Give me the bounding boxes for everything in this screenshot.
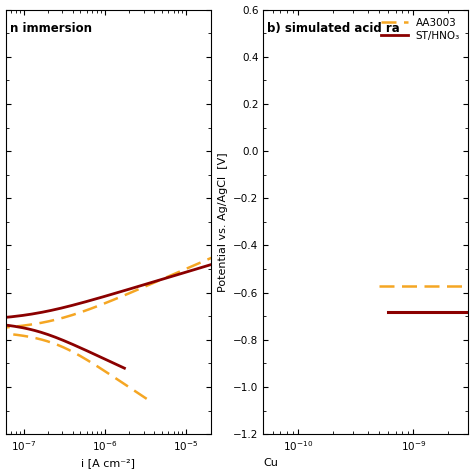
X-axis label: Cu: Cu (264, 458, 278, 468)
Text: n immersion: n immersion (9, 22, 91, 35)
Text: b) simulated acid ra: b) simulated acid ra (267, 22, 400, 35)
Legend: AA3003, ST/HNO₃: AA3003, ST/HNO₃ (378, 15, 463, 44)
Y-axis label: Potential vs. Ag/AgCl  [V]: Potential vs. Ag/AgCl [V] (218, 152, 228, 292)
X-axis label: i [A cm⁻²]: i [A cm⁻²] (81, 458, 135, 468)
